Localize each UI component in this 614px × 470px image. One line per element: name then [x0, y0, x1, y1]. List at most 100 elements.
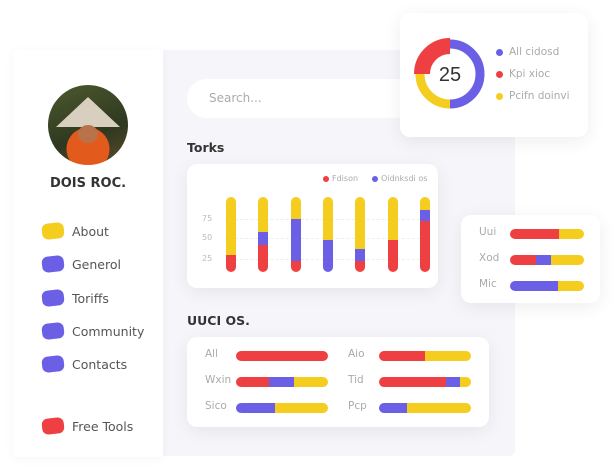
- avatar[interactable]: [48, 85, 128, 165]
- bar-segment-yellow: [274, 403, 328, 413]
- bar-segment-yellow: [419, 197, 430, 210]
- bar-segment-blue: [446, 377, 460, 387]
- bar: [419, 197, 430, 272]
- bar-segment-red: [387, 239, 398, 272]
- legend-label: Pcifn doinvi: [509, 90, 570, 102]
- bar-segment-blue: [355, 248, 366, 261]
- legend-label: Fdison: [332, 174, 359, 183]
- progress-bar: [379, 351, 471, 361]
- legend-dot-icon: [496, 48, 503, 56]
- bar-segment-blue: [510, 281, 559, 291]
- bar-segment-red: [379, 351, 425, 361]
- legend-dot-icon: [496, 92, 503, 100]
- progress-bar: [379, 403, 471, 413]
- donut-card: 25 All cidosd Kpi xioc Pcifn doinvi: [400, 13, 588, 137]
- y-tick: 50: [202, 233, 213, 242]
- blob-icon: [41, 254, 65, 274]
- bar-segment-red: [355, 260, 366, 272]
- blob-icon: [41, 221, 65, 241]
- sidebar-item-label: Free Tools: [72, 418, 134, 434]
- bar-segment-blue: [258, 232, 269, 245]
- bar-segment-blue: [535, 255, 551, 265]
- bar: [226, 197, 236, 272]
- sidebar-item-community[interactable]: Community: [41, 321, 145, 341]
- bar-chart-card: Fdison Oidnksdi os: [187, 164, 438, 288]
- blob-icon: [41, 288, 65, 308]
- bar-segment-yellow: [425, 351, 471, 361]
- legend-label: Oidnksdi os: [381, 174, 428, 183]
- bar-label: Tid: [348, 374, 364, 386]
- bar-label: Mic: [479, 278, 497, 290]
- bar-label: Sico: [205, 400, 227, 412]
- legend-label: All cidosd: [509, 46, 560, 58]
- sidebar-item-label: Community: [72, 323, 145, 339]
- bar-segment-yellow: [290, 197, 301, 219]
- sidebar-item-toriffs[interactable]: Toriffs: [41, 288, 109, 308]
- bar-segment-red: [236, 377, 270, 387]
- sidebar-item-free-tools[interactable]: Free Tools: [41, 416, 134, 436]
- progress-bar: [379, 377, 471, 387]
- bar-segment-yellow: [406, 403, 471, 413]
- bar-label: Aio: [348, 348, 365, 360]
- bar: [322, 197, 333, 272]
- sidebar-item-generol[interactable]: Generol: [41, 254, 121, 274]
- progress-bar: [236, 351, 328, 361]
- bar-segment-yellow: [258, 197, 269, 233]
- bar-label: Pcp: [348, 400, 367, 412]
- donut-value: 25: [439, 64, 461, 86]
- donut-chart: 25: [414, 38, 486, 110]
- progress-bar: [510, 255, 584, 265]
- bar-segment-yellow: [558, 281, 584, 291]
- bar-label: Uui: [479, 226, 497, 238]
- progress-bar: [236, 403, 328, 413]
- sidebar-item-label: About: [72, 223, 109, 239]
- bar-segment-yellow: [558, 229, 584, 239]
- bar-segment-yellow: [550, 255, 584, 265]
- bar-segment-blue: [419, 209, 430, 221]
- bar-segment-blue: [290, 218, 301, 261]
- bar-label: Wxin: [205, 374, 232, 386]
- bar-segment-red: [379, 377, 447, 387]
- search-input[interactable]: Search...: [187, 79, 427, 118]
- progress-bar: [510, 229, 584, 239]
- bar-segment-red: [226, 254, 236, 272]
- sidebar-item-label: Contacts: [72, 356, 128, 372]
- bar-segment-blue: [236, 403, 275, 413]
- bar: [258, 197, 269, 272]
- bar-segment-red: [510, 229, 559, 239]
- donut-segment-red: [414, 38, 486, 110]
- sidebar-item-contacts[interactable]: Contacts: [41, 354, 128, 374]
- bar-segment-red: [419, 221, 430, 272]
- bar: [355, 197, 366, 272]
- bar-segment-red: [258, 245, 269, 272]
- bar-segment-blue: [379, 403, 407, 413]
- sidebar-item-label: Generol: [72, 256, 121, 272]
- bar-segment-yellow: [226, 197, 236, 255]
- profile-name: DOIS ROC.: [49, 176, 127, 191]
- progress-bar: [236, 377, 328, 387]
- progress-bar: [510, 281, 584, 291]
- bar: [387, 197, 398, 272]
- y-tick: 25: [202, 254, 213, 263]
- blob-icon: [41, 354, 65, 374]
- bar-segment-red: [236, 351, 328, 361]
- torks-title: Torks: [187, 140, 225, 155]
- bar-segment-red: [510, 255, 536, 265]
- sidebar-item-about[interactable]: About: [41, 221, 109, 241]
- blob-icon: [41, 321, 65, 341]
- legend-label: Kpi xioc: [509, 68, 551, 80]
- y-tick: 75: [202, 214, 213, 223]
- bar-segment-red: [290, 260, 301, 272]
- bar: [290, 197, 301, 272]
- bar-segment-yellow: [293, 377, 328, 387]
- legend-dot-icon: [496, 70, 503, 78]
- bar-label: Xod: [479, 252, 500, 264]
- uuci-title: UUCI OS.: [187, 313, 250, 328]
- bar-label: All: [205, 348, 219, 360]
- bar-segment-yellow: [387, 197, 398, 240]
- bar-segment-yellow: [355, 197, 366, 249]
- sidebar-item-label: Toriffs: [72, 290, 109, 306]
- bar-segment-blue: [269, 377, 294, 387]
- blob-icon: [41, 416, 65, 436]
- bar-segment-yellow: [322, 197, 333, 240]
